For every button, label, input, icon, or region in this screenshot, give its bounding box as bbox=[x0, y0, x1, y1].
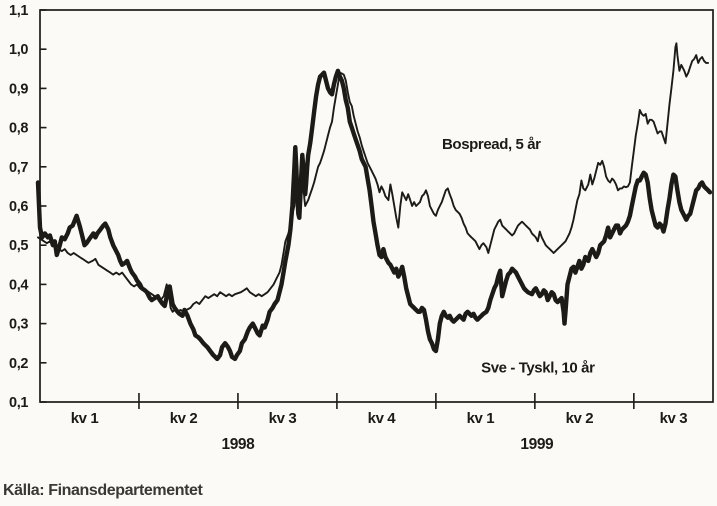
series-line-thin bbox=[37, 42, 710, 313]
x-quarter-label: kv 1 bbox=[467, 410, 495, 427]
series-line-thick bbox=[35, 68, 713, 362]
x-quarter-label: kv 4 bbox=[368, 410, 397, 427]
y-tick-label: 0,4 bbox=[9, 277, 28, 293]
y-tick-label: 0,6 bbox=[9, 199, 28, 215]
x-quarter-label: kv 2 bbox=[566, 410, 594, 427]
y-tick-label: 0,5 bbox=[9, 238, 28, 254]
y-tick-label: 0,9 bbox=[9, 81, 28, 97]
y-tick-label: 0,3 bbox=[9, 317, 28, 333]
y-tick-label: 0,1 bbox=[9, 395, 28, 411]
series-annotation-label: Bospread, 5 år bbox=[442, 136, 541, 153]
x-quarter-label: kv 2 bbox=[170, 410, 198, 427]
y-tick-label: 1,0 bbox=[9, 42, 28, 58]
x-quarter-label: kv 1 bbox=[71, 410, 99, 427]
source-note: Källa: Finansdepartementet bbox=[3, 482, 203, 499]
y-tick-label: 0,7 bbox=[9, 160, 28, 176]
y-tick-label: 0,8 bbox=[9, 121, 28, 137]
x-quarter-label: kv 3 bbox=[269, 410, 297, 427]
x-year-label: 1999 bbox=[520, 436, 554, 453]
x-year-label: 1998 bbox=[221, 436, 255, 453]
plot-frame bbox=[39, 9, 714, 403]
spread-line-chart: 1,1 1,0 0,9 0,8 0,7 0,6 0,5 0,4 0,3 0,2 0,1 kv 1 kv … bbox=[9, 3, 714, 453]
x-quarter-label: kv 3 bbox=[660, 410, 688, 427]
y-tick-label: 1,1 bbox=[9, 3, 28, 19]
y-tick-label: 0,2 bbox=[9, 356, 28, 372]
series-annotation-label: Sve - Tyskl, 10 år bbox=[481, 360, 595, 377]
